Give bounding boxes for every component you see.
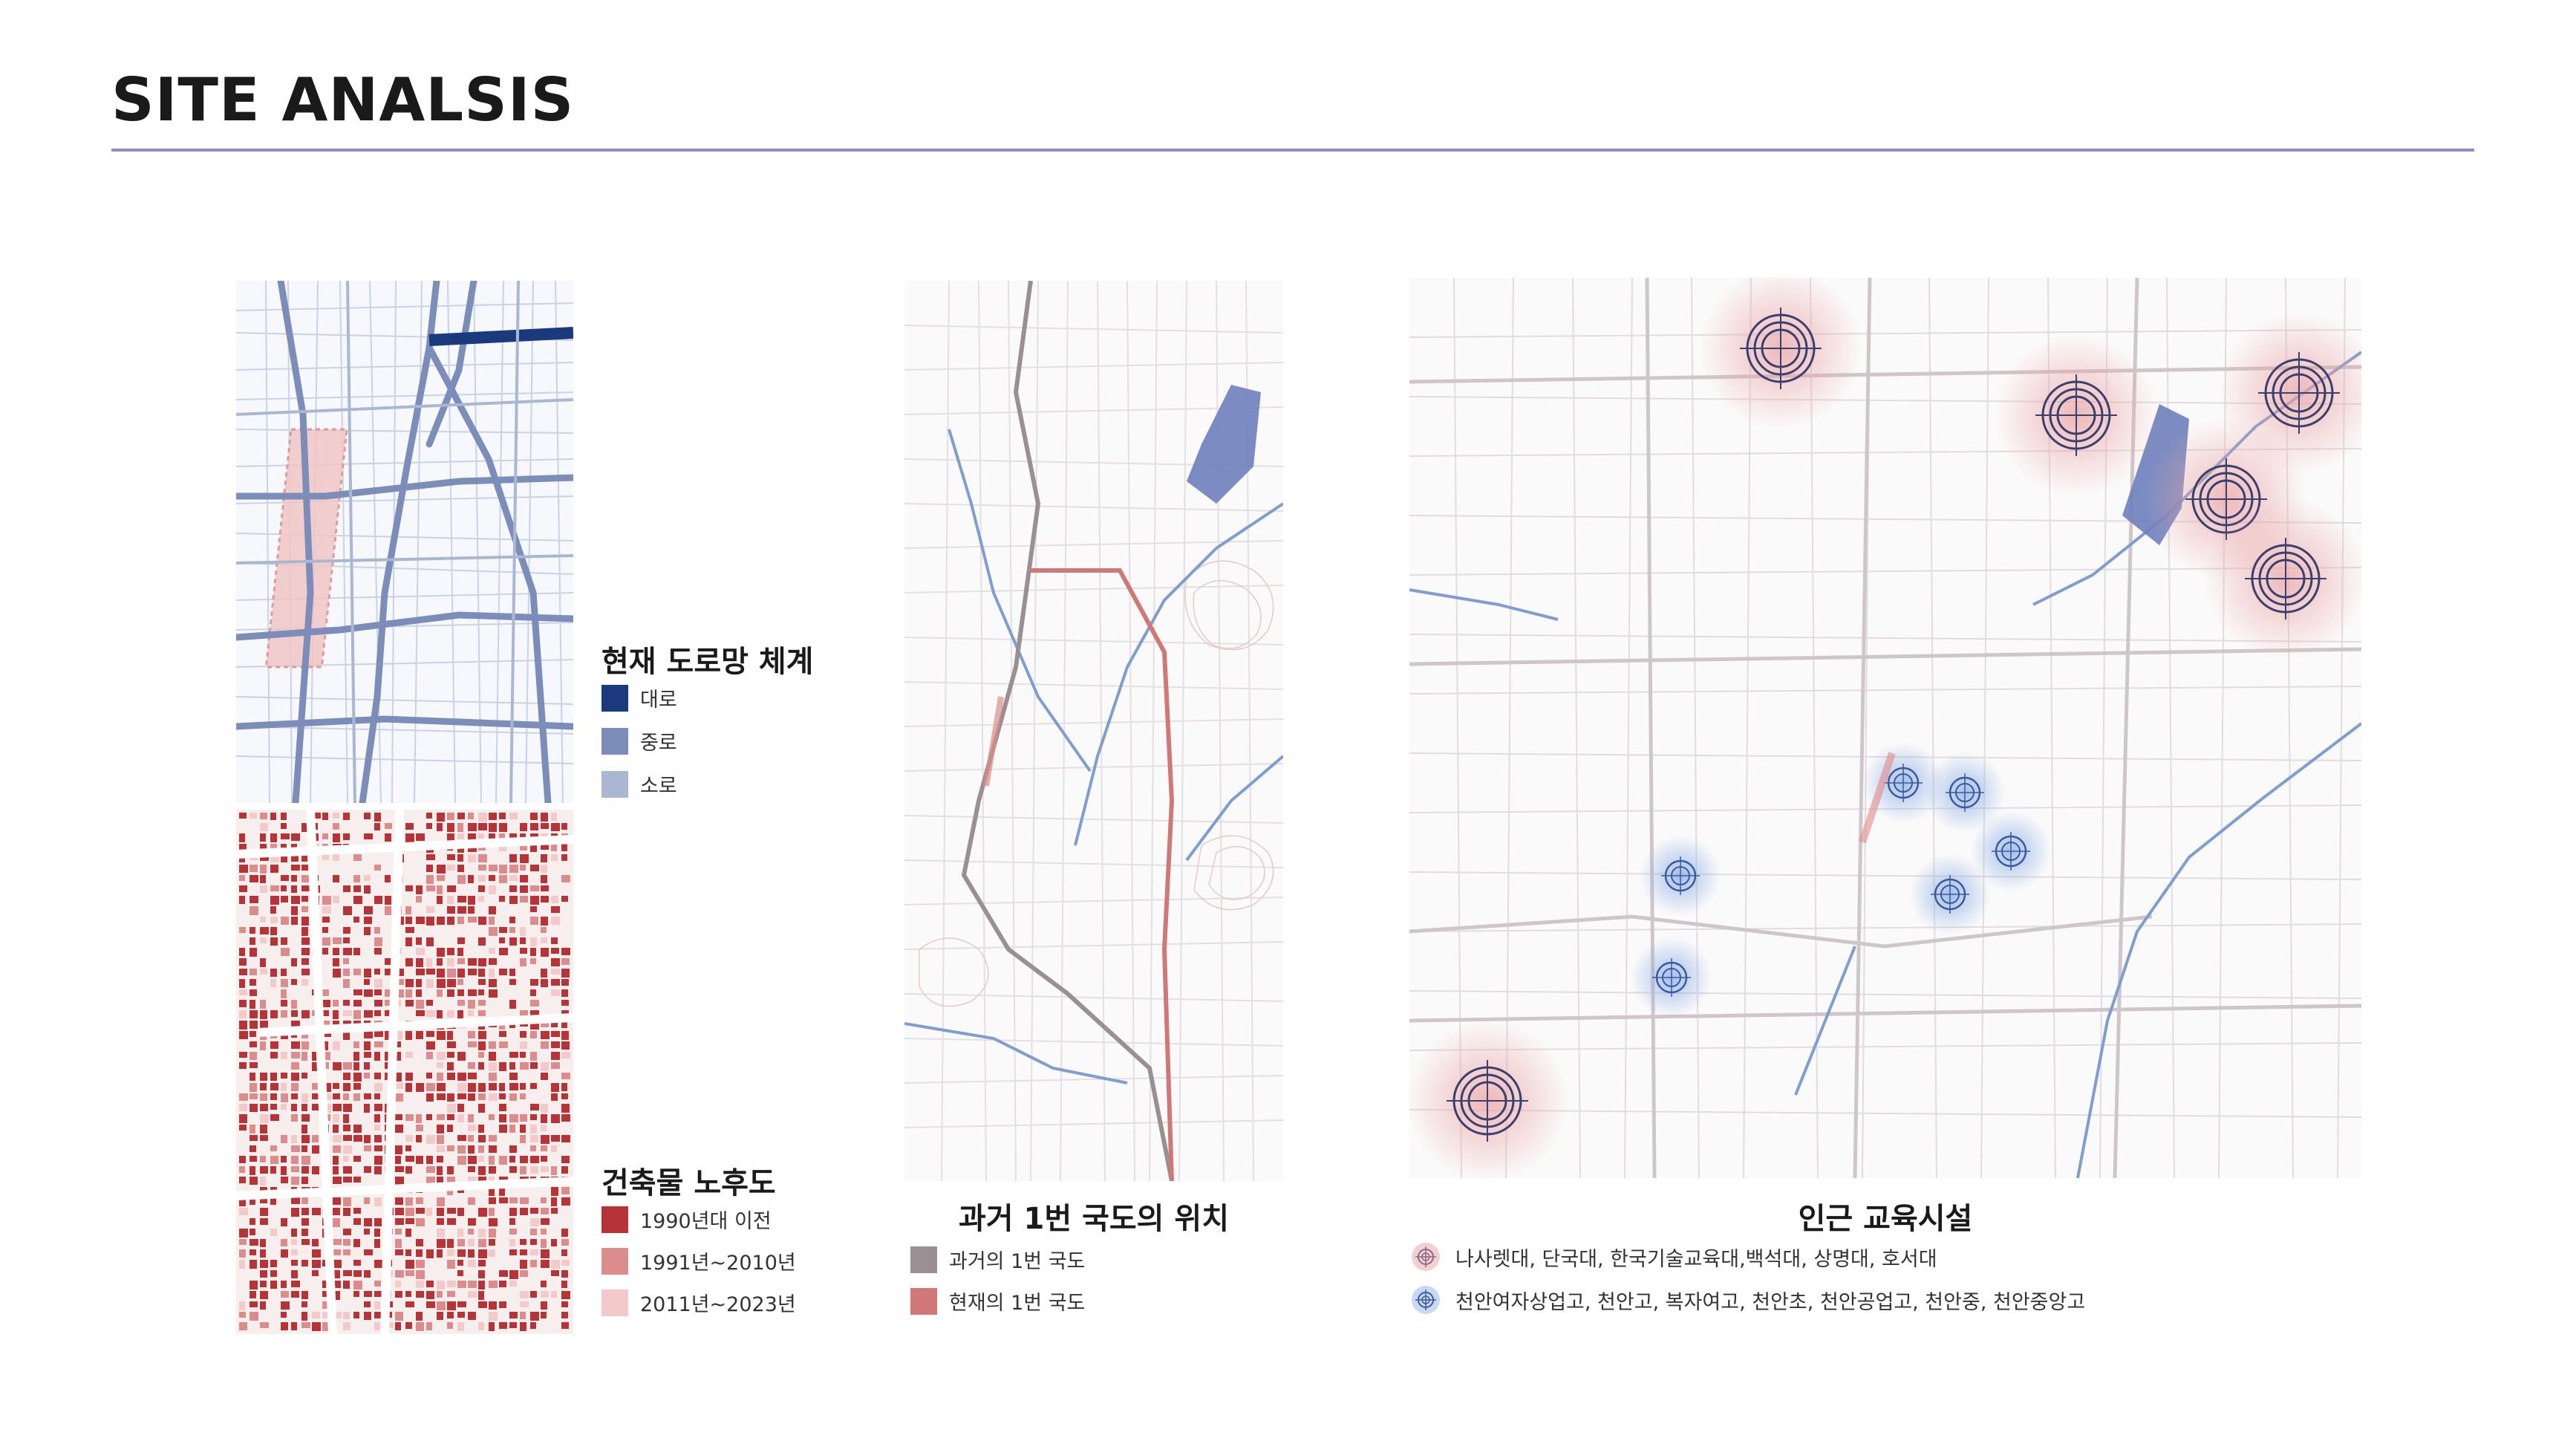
school-marker-6: [1631, 937, 1712, 1018]
pre-1990-swatch: [601, 1206, 628, 1233]
road-legend-minor: 소로: [601, 770, 677, 799]
building-legend-mid-label: 1991년~2010년: [640, 1252, 796, 1275]
current-route-swatch: [910, 1287, 937, 1315]
school-legend: 천안여자상업고, 천안고, 복자여고, 천안초, 천안공업고, 천안중, 천안중…: [1411, 1285, 2085, 1315]
building-age-map: [236, 810, 573, 1334]
road-legend-minor-label: 소로: [640, 775, 677, 798]
road-legend-major-label: 대로: [640, 689, 677, 712]
national-road-map: [904, 281, 1283, 1181]
1991-2010-swatch: [601, 1247, 628, 1275]
school-marker-5: [1640, 835, 1721, 917]
school-marker-4: [1909, 853, 1991, 935]
road-network-map: [236, 281, 573, 803]
building-legend-mid: 1991년~2010년: [601, 1246, 796, 1275]
university-markers: [1409, 278, 2361, 1178]
building-legend-title: 건축물 노후도: [601, 1166, 776, 1200]
medium-road-swatch: [601, 727, 628, 755]
building-legend-new-label: 2011년~2023년: [640, 1293, 796, 1316]
road-legend-medium: 중로: [601, 726, 677, 755]
school-markers: [1631, 742, 2052, 1018]
page-title: SITE ANALSIS: [111, 65, 575, 134]
road-legend-major: 대로: [601, 683, 677, 712]
education-facility-map: [1409, 278, 2361, 1178]
school-marker-2: [1924, 752, 2006, 833]
title-divider: [111, 149, 2474, 152]
road-legend-medium-label: 중로: [640, 732, 677, 755]
university-legend: 나사렛대, 단국대, 한국기술교육대,백석대, 상명대, 호서대: [1411, 1242, 1937, 1272]
university-marker-southwest: [1409, 1019, 1569, 1178]
old-route-swatch: [910, 1246, 937, 1273]
current-route-label: 현재의 1번 국도: [949, 1292, 1086, 1315]
school-legend-label: 천안여자상업고, 천안고, 복자여고, 천안초, 천안공업고, 천안중, 천안중…: [1455, 1290, 2086, 1314]
school-target-icon: [1412, 1286, 1440, 1314]
university-marker-north: [1699, 278, 1862, 430]
building-legend-old-label: 1990년대 이전: [640, 1210, 772, 1233]
old-route-legend: 과거의 1번 국도: [910, 1245, 1085, 1274]
building-legend-new: 2011년~2023년: [601, 1288, 796, 1317]
minor-road-swatch: [601, 770, 628, 798]
old-route-label: 과거의 1번 국도: [949, 1250, 1086, 1273]
current-route-legend: 현재의 1번 국도: [910, 1287, 1085, 1315]
university-legend-label: 나사렛대, 단국대, 한국기술교육대,백석대, 상명대, 호서대: [1455, 1247, 1937, 1271]
building-legend-old: 1990년대 이전: [601, 1205, 772, 1234]
university-marker-southeast: [2204, 497, 2361, 660]
2011-2023-swatch: [601, 1289, 628, 1316]
national-road-caption: 과거 1번 국도의 위치: [958, 1202, 1229, 1236]
university-marker-northeast: [1995, 334, 2158, 497]
major-road-swatch: [601, 684, 628, 712]
road-legend-title: 현재 도로망 체계: [601, 645, 814, 679]
education-caption: 인근 교육시설: [1798, 1202, 1973, 1236]
school-marker-1: [1862, 742, 1944, 824]
school-marker-3: [1970, 810, 2052, 892]
university-target-icon: [1412, 1243, 1440, 1271]
